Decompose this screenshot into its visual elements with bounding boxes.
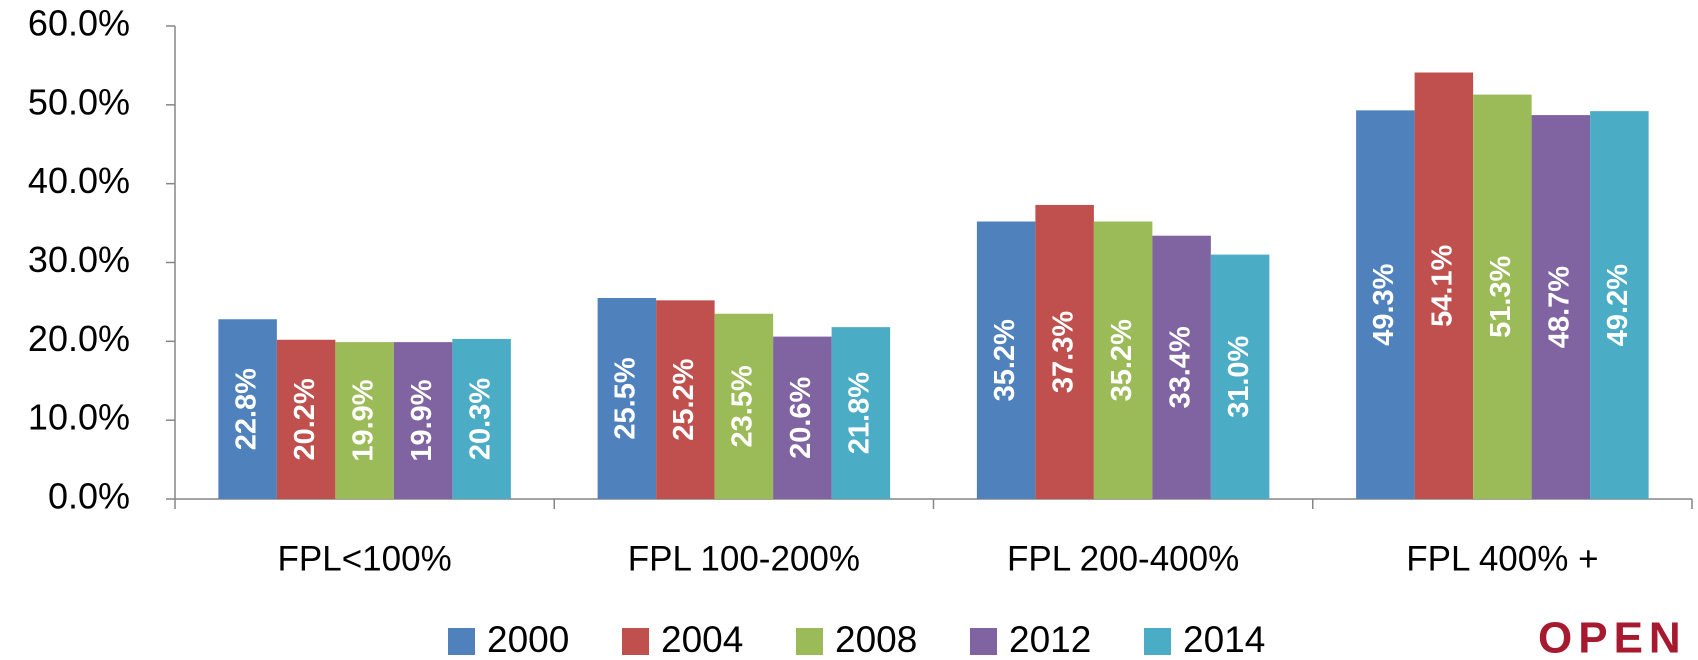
legend-label: 2008	[835, 619, 917, 660]
bar	[1531, 115, 1591, 499]
data-label: 19.9%	[347, 379, 379, 461]
logo: OPEN	[1538, 614, 1687, 660]
bar	[831, 327, 891, 499]
legend-swatch	[622, 628, 649, 655]
y-tick-label: 30.0%	[28, 239, 130, 280]
bar	[1210, 254, 1270, 499]
x-tick-label: FPL 200-400%	[1007, 539, 1239, 578]
legend-swatch	[970, 628, 997, 655]
data-label: 35.2%	[1106, 319, 1138, 401]
bar	[773, 336, 832, 499]
data-label: 25.5%	[610, 357, 642, 439]
data-label: 49.3%	[1368, 263, 1400, 345]
bar	[1152, 235, 1211, 500]
bar	[1473, 94, 1532, 500]
bar	[1093, 221, 1153, 500]
bar	[1414, 72, 1474, 500]
data-label: 20.3%	[464, 378, 496, 460]
legend-swatch	[1144, 628, 1171, 655]
bar	[597, 297, 657, 499]
y-tick-label: 20.0%	[28, 318, 130, 359]
data-label: 37.3%	[1047, 311, 1079, 393]
y-tick-label: 60.0%	[28, 3, 130, 44]
data-label: 20.6%	[785, 376, 817, 458]
data-label: 23.5%	[727, 365, 759, 447]
data-label: 49.2%	[1602, 264, 1634, 346]
x-tick-label: FPL<100%	[278, 539, 452, 578]
bar	[218, 319, 277, 499]
bar	[452, 338, 511, 499]
bar	[714, 313, 774, 499]
bar	[656, 300, 715, 499]
data-label: 51.3%	[1485, 255, 1517, 337]
legend-label: 2014	[1183, 619, 1265, 660]
bar	[335, 342, 394, 499]
bar	[276, 339, 336, 499]
data-label: 19.9%	[406, 379, 438, 461]
legend-swatch	[796, 628, 823, 655]
bar	[1590, 111, 1649, 499]
legend-label: 2004	[661, 619, 743, 660]
y-tick-label: 0.0%	[48, 476, 130, 517]
data-label: 20.2%	[289, 378, 321, 460]
data-label: 35.2%	[989, 319, 1021, 401]
data-label: 33.4%	[1164, 326, 1196, 408]
bar	[976, 221, 1036, 500]
x-tick-label: FPL 100-200%	[628, 539, 860, 578]
data-label: 31.0%	[1223, 335, 1255, 417]
bar	[393, 342, 453, 499]
data-label: 22.8%	[230, 368, 262, 450]
y-tick-label: 40.0%	[28, 160, 130, 201]
legend-label: 2012	[1009, 619, 1091, 660]
bar	[1035, 204, 1094, 499]
bar	[1356, 110, 1415, 499]
legend-label: 2000	[487, 619, 569, 660]
data-label: 21.8%	[844, 372, 876, 454]
data-label: 48.7%	[1544, 266, 1576, 348]
y-tick-label: 50.0%	[28, 81, 130, 122]
data-label: 54.1%	[1427, 244, 1459, 326]
legend-swatch	[448, 628, 475, 655]
y-tick-label: 10.0%	[28, 397, 130, 438]
x-tick-label: FPL 400% +	[1406, 539, 1598, 578]
data-label: 25.2%	[668, 358, 700, 440]
